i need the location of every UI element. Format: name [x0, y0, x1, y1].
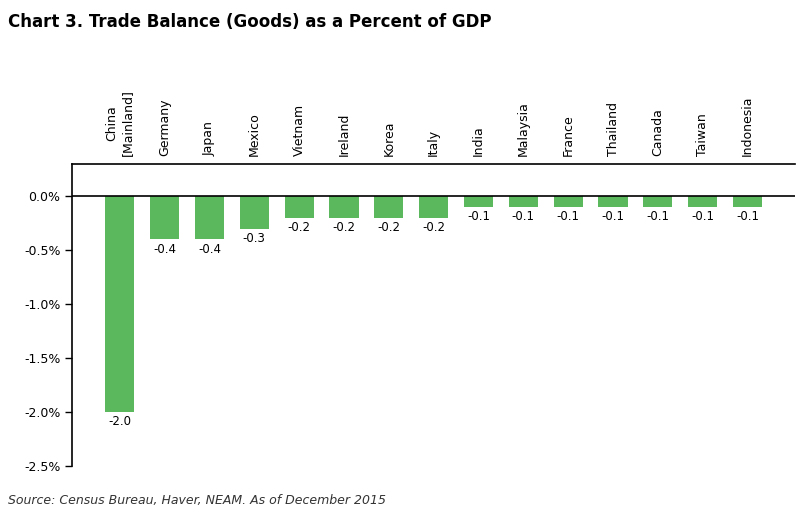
Text: -0.1: -0.1	[467, 210, 489, 223]
Bar	[284, 196, 314, 218]
Bar	[553, 196, 582, 207]
Bar	[732, 196, 761, 207]
Bar	[150, 196, 179, 239]
Text: -0.2: -0.2	[287, 221, 310, 234]
Text: -0.4: -0.4	[197, 243, 221, 255]
Text: -0.3: -0.3	[242, 232, 265, 245]
Bar	[195, 196, 224, 239]
Bar	[687, 196, 716, 207]
Text: -0.1: -0.1	[511, 210, 534, 223]
Bar	[329, 196, 358, 218]
Text: -2.0: -2.0	[108, 415, 131, 428]
Bar	[642, 196, 671, 207]
Text: -0.1: -0.1	[556, 210, 579, 223]
Text: -0.1: -0.1	[601, 210, 624, 223]
Text: -0.1: -0.1	[735, 210, 758, 223]
Bar	[105, 196, 134, 412]
Bar	[464, 196, 492, 207]
Text: -0.1: -0.1	[691, 210, 713, 223]
Text: Source: Census Bureau, Haver, NEAM. As of December 2015: Source: Census Bureau, Haver, NEAM. As o…	[8, 494, 386, 507]
Bar	[508, 196, 537, 207]
Bar	[374, 196, 403, 218]
Bar	[419, 196, 448, 218]
Text: -0.1: -0.1	[646, 210, 669, 223]
Text: -0.2: -0.2	[422, 221, 444, 234]
Text: Chart 3. Trade Balance (Goods) as a Percent of GDP: Chart 3. Trade Balance (Goods) as a Perc…	[8, 13, 491, 31]
Bar	[597, 196, 627, 207]
Text: -0.2: -0.2	[332, 221, 355, 234]
Bar	[239, 196, 269, 228]
Text: -0.4: -0.4	[153, 243, 176, 255]
Text: -0.2: -0.2	[377, 221, 399, 234]
